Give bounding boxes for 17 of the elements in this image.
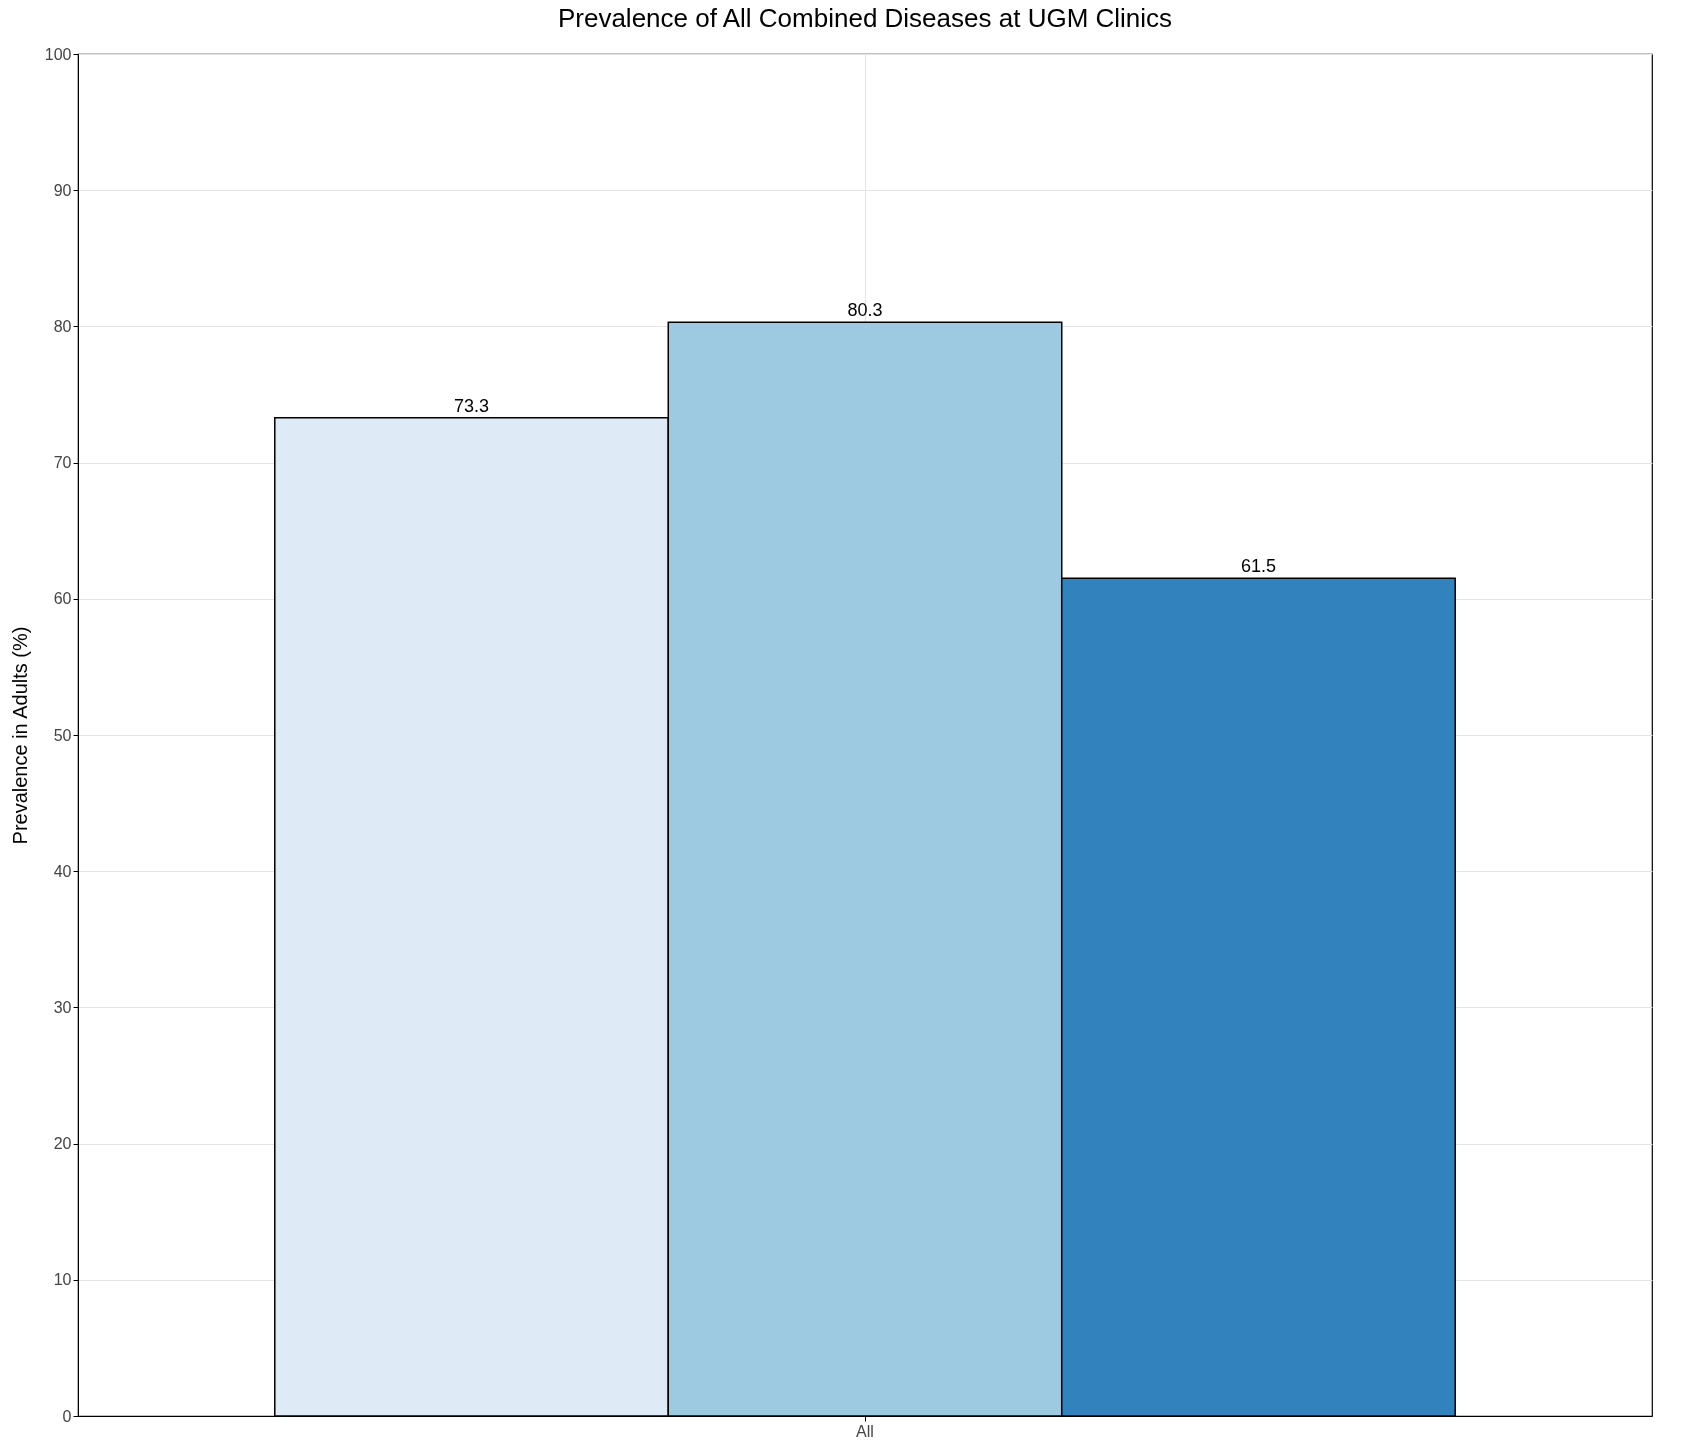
- chart-title: Prevalence of All Combined Diseases at UGM Clinics: [557, 3, 1173, 33]
- y-tick-label: 100: [44, 45, 72, 63]
- y-tick-label: 70: [53, 454, 72, 472]
- y-tick-label: 60: [53, 590, 72, 608]
- y-tick-label: 50: [53, 726, 72, 744]
- y-tick-label: 0: [62, 1407, 72, 1425]
- data-label: 61.5: [1240, 556, 1276, 577]
- y-tick-label: 80: [53, 317, 72, 335]
- y-tick-label: 20: [53, 1135, 72, 1153]
- y-tick-label: 90: [53, 181, 72, 199]
- data-label: 73.3: [454, 395, 490, 416]
- data-label: 80.3: [847, 300, 883, 321]
- y-axis-title: Prevalence in Adults (%): [8, 626, 31, 845]
- y-tick-label: 10: [53, 1271, 72, 1289]
- y-tick-label: 30: [53, 998, 72, 1016]
- y-tick-label: 40: [53, 862, 72, 880]
- x-tick-label: All: [856, 1422, 874, 1440]
